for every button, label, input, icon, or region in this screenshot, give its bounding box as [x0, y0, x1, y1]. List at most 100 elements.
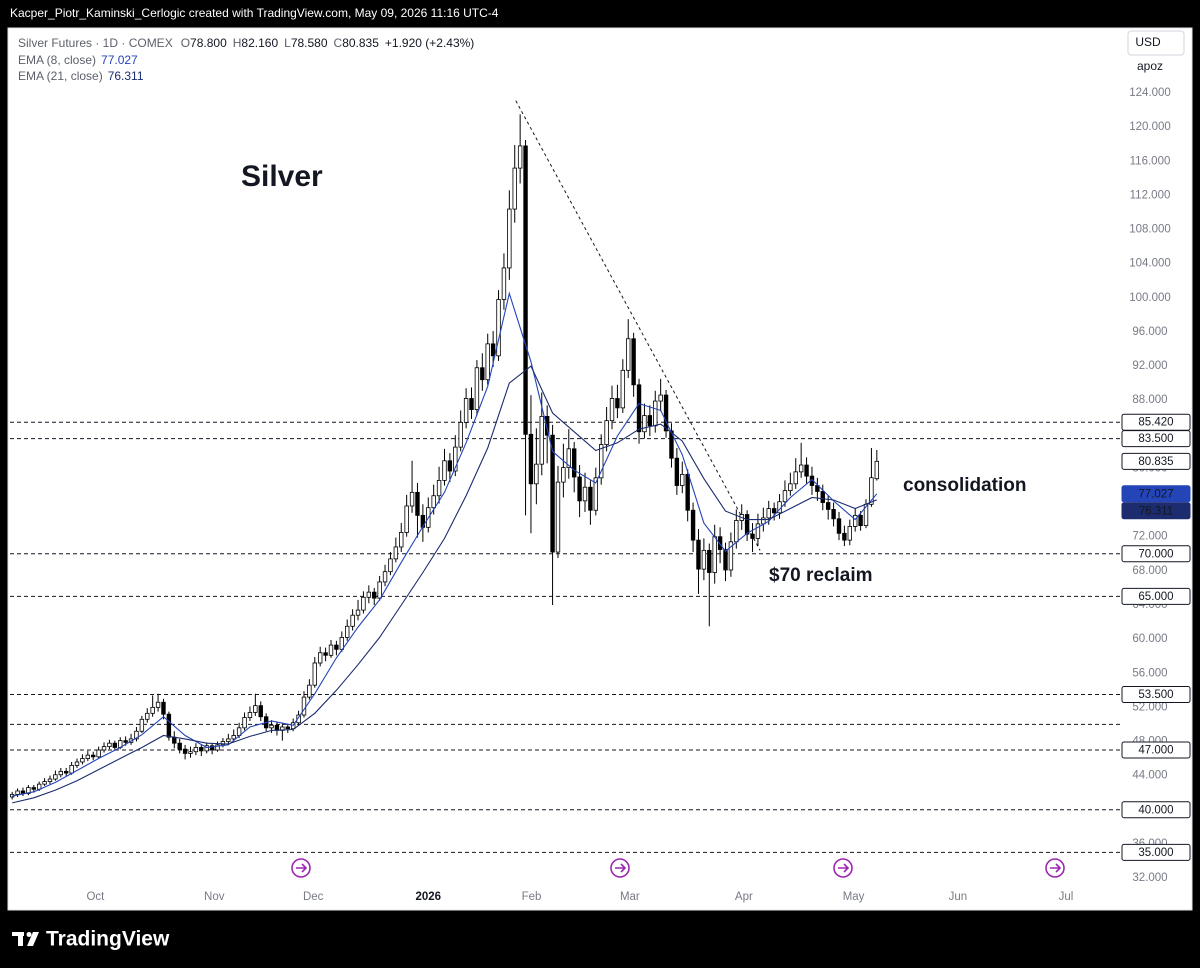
candle-body: [507, 208, 512, 269]
candle-body: [734, 520, 739, 543]
event-icon[interactable]: [833, 858, 853, 878]
candle-body: [804, 464, 809, 477]
ema-name: EMA (21, close): [18, 69, 103, 83]
x-tick-label: Dec: [303, 891, 324, 903]
candle-body: [825, 502, 831, 510]
badge-box: [1121, 587, 1191, 605]
candle-body: [685, 474, 690, 511]
candle-body: [458, 421, 463, 448]
candle-body: [480, 367, 485, 381]
candle-body: [750, 533, 755, 539]
candle-body: [696, 539, 701, 570]
candle-body: [242, 717, 247, 729]
badge-box: [1121, 502, 1191, 520]
badge-box: [1121, 485, 1191, 503]
ohlc-value: 78.800: [190, 36, 227, 50]
badge-box: [1121, 686, 1191, 704]
y-tick-label: 88.000: [1132, 394, 1167, 406]
badge-box: [1121, 801, 1191, 819]
badge-label: 85.420: [1138, 417, 1173, 429]
candle-body: [404, 505, 409, 533]
candle-body: [166, 713, 172, 738]
scale-label[interactable]: apoz: [1137, 59, 1163, 73]
candle-body: [831, 509, 836, 520]
candle-body: [663, 394, 669, 432]
price-badge: 70.000: [1121, 545, 1191, 563]
candle-body: [101, 746, 107, 751]
candle-body: [215, 744, 220, 751]
y-tick-label: 104.000: [1129, 258, 1171, 270]
candle-body: [139, 718, 145, 732]
badge-box: [1121, 545, 1191, 563]
candle-body: [788, 483, 793, 492]
candle-body: [193, 747, 199, 753]
candle-body: [323, 652, 328, 656]
candle-body: [177, 742, 182, 750]
badge-label: 80.835: [1138, 456, 1173, 468]
candle-body: [399, 532, 404, 548]
candle-body: [328, 644, 334, 656]
price-badge: 83.500: [1121, 430, 1191, 448]
candle-body: [647, 415, 653, 427]
candle-body: [707, 549, 712, 573]
candle-body: [690, 509, 696, 541]
candle-body: [155, 701, 161, 708]
currency-label[interactable]: USD: [1135, 35, 1161, 49]
candle-body: [453, 446, 458, 472]
candle-body: [253, 705, 258, 713]
candle-body: [15, 790, 20, 795]
candle-body: [134, 730, 139, 740]
candle-body: [744, 514, 750, 535]
price-badge: 85.420: [1121, 413, 1191, 431]
candle-body: [847, 526, 852, 541]
candle-body: [350, 614, 355, 627]
candle-body: [334, 644, 339, 650]
candle-body: [361, 596, 366, 611]
badge-box: [1121, 452, 1191, 470]
y-tick-label: 116.000: [1130, 155, 1171, 167]
x-tick-label: Apr: [735, 891, 753, 903]
candle-body: [96, 749, 101, 758]
candle-body: [355, 609, 361, 616]
caption: Kacper_Piotr_Kaminski_Cerlogic created w…: [10, 6, 499, 20]
candle-body: [447, 460, 453, 472]
y-tick-label: 56.000: [1132, 667, 1167, 679]
legend-ohlc: Silver Futures · 1D · COMEX O78.800 H82.16…: [18, 36, 474, 50]
price-badge: 35.000: [1121, 843, 1191, 861]
candle-body: [528, 433, 534, 485]
candle-body: [85, 754, 91, 759]
candle-body: [182, 748, 188, 754]
plot-area: 32.00036.00040.00044.00048.00052.00056.0…: [9, 36, 1191, 903]
candle-body: [766, 508, 771, 519]
ohlc-value: 82.160: [241, 36, 278, 50]
candle-body: [561, 467, 566, 483]
candle-body: [388, 558, 393, 573]
candle-body: [204, 745, 209, 752]
candle-body: [296, 714, 301, 724]
y-tick-label: 108.000: [1129, 224, 1171, 236]
candle-body: [588, 486, 593, 511]
candle-body: [64, 770, 69, 774]
price-badge: 40.000: [1121, 801, 1191, 819]
candle-body: [555, 481, 561, 553]
ohlc-value: 80.835: [342, 36, 379, 50]
candle-body: [674, 457, 680, 486]
candle-body: [609, 398, 615, 422]
price-badge: 47.000: [1121, 741, 1191, 759]
event-icon[interactable]: [291, 858, 311, 878]
candle-body: [566, 448, 571, 468]
change: +1.920 (+2.43%): [385, 36, 474, 50]
event-icon[interactable]: [1045, 858, 1065, 878]
candle-body: [415, 491, 420, 516]
brand-name: TradingView: [46, 928, 170, 951]
currency-button[interactable]: [1127, 30, 1185, 56]
candle-body: [577, 476, 582, 502]
event-icon[interactable]: [610, 858, 630, 878]
candle-body: [599, 444, 604, 479]
candle-body: [512, 167, 517, 210]
candle-body: [501, 267, 507, 300]
candle-body: [534, 463, 539, 485]
candle-body: [53, 774, 58, 780]
event-icons: [291, 858, 1065, 878]
candle-body: [285, 726, 290, 730]
